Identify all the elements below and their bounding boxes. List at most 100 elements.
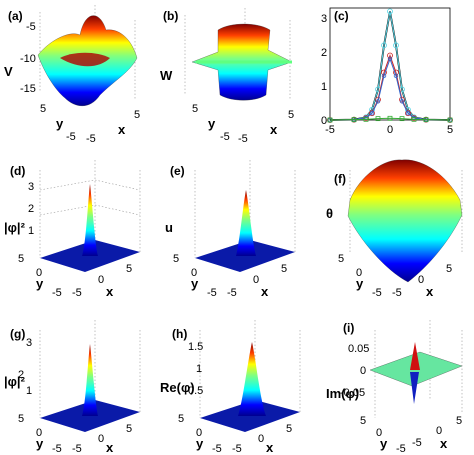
panel-f-label: (f) [334,172,346,186]
panel-b-ytick-0: 5 [192,103,198,115]
panel-i-ztick-1: 0 [360,365,366,377]
panel-h-xtick-0: 5 [286,423,292,435]
panel-c-series-3-point-3 [369,111,375,116]
panel-f-surface [347,159,463,283]
panel-g-xlabel: x [106,440,114,455]
panel-f-ytick-1: 0 [356,267,362,279]
panel-c-label: (c) [334,9,349,23]
panel-c-series-3-point-6 [387,56,393,62]
panel-c-ytick-1: 1 [321,81,327,93]
panel-d-xlabel: x [106,284,114,299]
panel-e-xtick-2: -5 [227,287,237,299]
panel-c-xtick-2: 5 [447,124,453,136]
panel-c-xtick-1: 0 [387,124,393,136]
panel-c-series-0 [329,11,451,121]
panel-a-ytick-2: -5 [66,131,76,143]
panel-f-ytick-0: 5 [338,253,344,265]
panel-c-series-2-point-3 [369,110,375,117]
panel-c-ytick-0: 0 [321,115,327,127]
panel-d-ztick-1: 2 [28,203,34,215]
panel-b-ylabel: y [208,116,216,131]
panel-h-ztick-0: 0.5 [188,385,203,397]
panel-c-ytick-3: 3 [321,13,327,25]
panel-b-xtick-2: -5 [238,133,248,145]
panel-d-xtick-0: 5 [126,263,132,275]
panel-c-xtick-0: -5 [325,124,335,136]
panel-h-ztick-2: 1.5 [188,341,203,353]
panel-i-ytick-1: 0 [376,427,382,439]
panel-a-ztick-0: -5 [26,21,36,33]
panel-c-series-2-point-9 [405,110,411,117]
panel-h-label: (h) [172,327,187,341]
panel-d-ztick-0: 1 [28,225,34,237]
panel-d-zlabel: |φ|² [4,220,26,235]
panel-d-ylabel: y [36,276,44,291]
panel-f-ylabel: y [356,276,364,291]
panel-h-zlabel: Re(φ) [160,380,195,395]
panel-f-xtick-0: 5 [446,263,452,275]
panel-e-label: (e) [170,164,185,178]
panel-d-ytick-2: -5 [52,287,62,299]
panel-h-xlabel: x [266,440,274,455]
panel-c-axes-box [329,7,451,121]
panel-g-ytick-2: -5 [52,443,62,455]
panel-g-zlabel: |φ|² [4,374,26,389]
panel-g: (g) |φ|² 3 2 1 5 0 y -5 -5 0 x 5 [4,320,141,455]
panel-c-series-4-point-5 [399,116,405,122]
panel-g-ytick-1: 0 [36,427,42,439]
panel-a-xlabel: x [118,122,126,137]
panel-c-series-1-point-7 [393,42,399,49]
panel-f-zlabel: θ [326,206,333,221]
panel-b-ytick-2: -5 [220,131,230,143]
panel-i-ytick-0: 5 [360,415,366,427]
panel-i-ztick-2: 0.05 [348,343,369,355]
panel-h-ztick-1: 1 [196,363,202,375]
panel-h-ytick-1: 0 [196,427,202,439]
panel-c-series-2 [329,54,451,121]
panel-g-ztick-5: 3 [26,337,32,349]
panel-e-xtick-0: 5 [281,263,287,275]
panel-d-ytick-1: 0 [36,267,42,279]
panel-i-peak-down [410,372,419,404]
panel-b: (b) W 5 y -5 -5 x 5 [160,8,294,145]
panel-e-zlabel: u [165,220,173,235]
panel-i-label: (i) [343,321,354,335]
panel-c-series-4-point-3 [375,116,381,122]
panel-i-peak-up [410,342,420,370]
panel-b-label: (b) [163,9,178,23]
panel-d-xtick-2: -5 [72,287,82,299]
panel-h-xtick-1: 0 [258,433,264,445]
panel-a-ytick-0: 5 [40,103,46,115]
panel-g-xtick-1: 0 [98,433,104,445]
panel-i-zlabel: Im(φ) [326,386,359,401]
panel-d: (d) |φ|² 3 2 1 5 0 y -5 -5 0 x 5 [4,160,141,299]
panel-i-ztick-0: -0.05 [340,387,365,399]
panel-e-xtick-1: 0 [253,274,259,286]
panel-c-series-4 [329,117,451,121]
panel-c-series-4-point-6 [411,116,417,122]
panel-c-ytick-2: 2 [321,47,327,59]
panel-a-ylabel: y [56,116,64,131]
panel-f-ytick-2: -5 [372,287,382,299]
panel-d-xtick-1: 0 [98,274,104,286]
panel-c-series-3-point-8 [399,99,405,104]
panel-a-ztick-2: -15 [20,83,36,95]
panel-d-grid [39,160,141,258]
panel-c-series-3-point-5 [381,73,387,79]
panel-h-ytick-2: -5 [212,443,222,455]
panel-i-ytick-2: -5 [396,443,406,455]
panel-i-xlabel: x [440,436,448,451]
panel-h-ytick-0: 5 [178,413,184,425]
panel-b-zlabel: W [160,68,173,83]
panel-g-ztick-3: 2 [18,369,24,381]
panel-g-grid [39,320,141,418]
panel-a-zlabel: V [4,64,13,79]
panel-g-ytick-0: 5 [18,413,24,425]
panel-a-xtick-0: 5 [134,109,140,121]
panel-a-label: (a) [8,9,23,23]
panel-h-ylabel: y [196,436,204,451]
panel-c-series-1-point-6 [387,8,393,15]
